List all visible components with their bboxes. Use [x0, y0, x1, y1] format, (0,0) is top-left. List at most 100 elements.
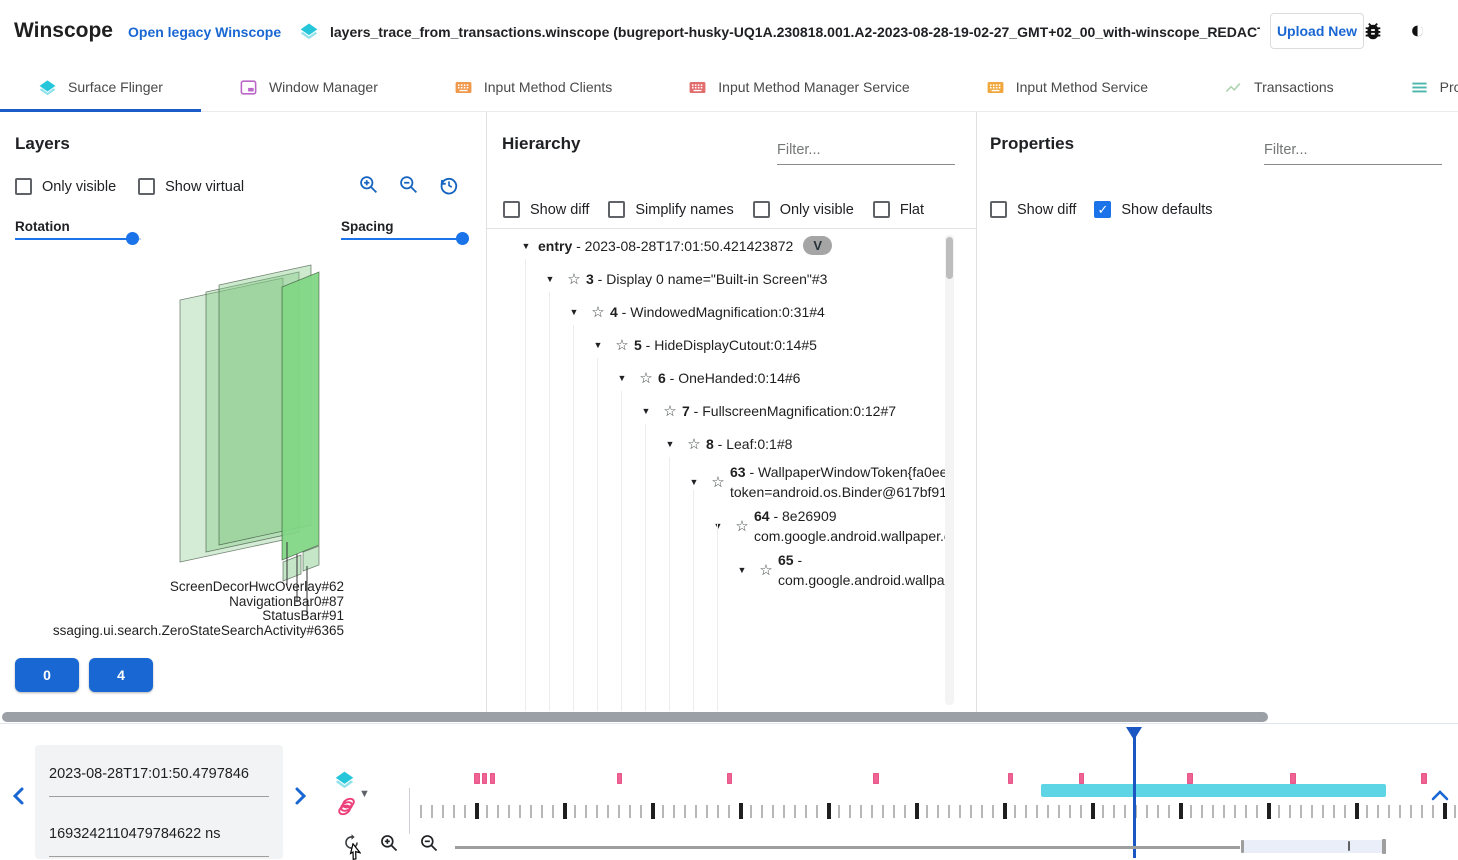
checkbox-only-visible[interactable]: Only visible	[752, 201, 854, 218]
checkbox-box[interactable]	[15, 178, 32, 195]
checkbox-only-visible[interactable]: Only visible	[15, 178, 116, 195]
tab-protolog[interactable]: ProtoLog	[1372, 62, 1458, 112]
open-legacy-link[interactable]: Open legacy Winscope	[128, 24, 282, 40]
checkbox-show-virtual[interactable]: Show virtual	[138, 178, 244, 195]
expand-arrow-icon[interactable]: ▼	[641, 405, 651, 416]
checkbox-box[interactable]	[752, 201, 770, 218]
bug-report-icon[interactable]	[1362, 20, 1384, 42]
timestamp-ns-input[interactable]: 1693242110479784622 ns	[49, 826, 269, 857]
transaction-event-marker[interactable]	[727, 773, 732, 784]
trace-coverage-bar[interactable]	[1041, 784, 1386, 797]
transaction-event-marker[interactable]	[1079, 773, 1084, 784]
zoom-in-icon[interactable]	[358, 174, 379, 195]
star-icon[interactable]: ☆	[663, 402, 677, 420]
checkbox-simplify-names[interactable]: Simplify names	[608, 201, 734, 218]
star-icon[interactable]: ☆	[639, 369, 653, 387]
expand-arrow-icon[interactable]: ▼	[706, 521, 730, 531]
tree-node-4[interactable]: ▼ ☆ 4 - WindowedMagnification:0:31#4	[487, 295, 945, 328]
expand-arrow-icon[interactable]: ▼	[521, 240, 531, 251]
prev-entry-button[interactable]	[10, 785, 28, 812]
transaction-event-marker[interactable]	[617, 773, 622, 784]
spacing-slider[interactable]	[341, 232, 469, 246]
transaction-event-marker[interactable]	[1290, 773, 1296, 784]
rotation-slider[interactable]	[15, 232, 141, 246]
star-icon[interactable]: ☆	[567, 270, 581, 288]
hierarchy-scrollbar[interactable]	[945, 235, 954, 705]
next-entry-button[interactable]	[291, 785, 309, 812]
checkbox-box[interactable]	[138, 178, 156, 195]
timeline-scrollbar[interactable]	[2, 712, 1268, 722]
timeline-zoom-out-icon[interactable]	[419, 833, 439, 853]
checkbox-flat[interactable]: Flat	[872, 201, 924, 218]
zoom-out-icon[interactable]	[398, 174, 419, 195]
surface-flinger-trace-icon[interactable]	[334, 769, 355, 795]
star-icon[interactable]: ☆	[735, 518, 749, 535]
checkbox-box[interactable]	[503, 201, 520, 218]
tab-input-method-clients[interactable]: Input Method Clients	[416, 62, 650, 112]
dark-mode-toggle-icon[interactable]: ◐	[1410, 16, 1426, 44]
star-icon[interactable]: ☆	[711, 474, 725, 491]
star-icon[interactable]: ☆	[615, 336, 629, 354]
collapse-timeline-button[interactable]	[1430, 788, 1450, 807]
checkbox-box[interactable]	[872, 201, 890, 218]
expand-arrow-icon[interactable]: ▼	[617, 372, 627, 383]
tree-node-8[interactable]: ▼ ☆ 8 - Leaf:0:1#8	[487, 427, 945, 460]
tree-node-6[interactable]: ▼ ☆ 6 - OneHanded:0:14#6	[487, 361, 945, 394]
tree-node-64[interactable]: ▼☆64 - 8e26909 com.google.android.wallpa…	[487, 504, 945, 548]
zoom-slider-track[interactable]	[455, 846, 1240, 849]
tree-node-entry[interactable]: ▼ entry - 2023-08-28T17:01:50.421423872 V	[487, 229, 945, 262]
checkbox-show-diff[interactable]: Show diff	[503, 201, 589, 218]
transaction-event-marker[interactable]	[873, 773, 879, 784]
expand-arrow-icon[interactable]: ▼	[689, 477, 699, 487]
star-icon[interactable]: ☆	[759, 562, 773, 579]
scrollbar-thumb[interactable]	[946, 237, 953, 279]
checkbox-box[interactable]: ✓	[1094, 201, 1112, 218]
checkbox-show-defaults[interactable]: ✓ Show defaults	[1094, 201, 1212, 218]
playhead-line[interactable]	[1133, 728, 1136, 858]
reset-zoom-icon[interactable]	[342, 833, 361, 852]
hierarchy-filter-input[interactable]	[777, 140, 955, 165]
tree-node-65[interactable]: ▼☆65 - com.google.android.wallpaper.effe…	[487, 548, 945, 592]
star-icon[interactable]: ☆	[591, 303, 605, 321]
tree-node-5[interactable]: ▼ ☆ 5 - HideDisplayCutout:0:14#5	[487, 328, 945, 361]
tab-surface-flinger[interactable]: Surface Flinger	[0, 62, 201, 112]
expand-arrow-icon[interactable]: ▼	[593, 339, 603, 350]
checkbox-show-diff[interactable]: Show diff	[990, 201, 1076, 218]
zoom-slider-selection[interactable]	[1243, 840, 1386, 853]
transactions-trace-icon[interactable]	[335, 795, 358, 823]
expand-arrow-icon[interactable]: ▼	[545, 273, 555, 284]
display-button-0[interactable]: 0	[15, 658, 79, 692]
tab-input-method-service[interactable]: Input Method Service	[948, 62, 1186, 112]
rotation-slider-thumb[interactable]	[126, 232, 139, 245]
transaction-event-marker[interactable]	[1008, 773, 1013, 784]
tab-input-method-manager-service[interactable]: Input Method Manager Service	[650, 62, 947, 112]
transaction-event-marker[interactable]	[490, 773, 495, 784]
zoom-slider-handle-right[interactable]	[1382, 839, 1386, 854]
zoom-slider-handle-left[interactable]	[1241, 840, 1244, 853]
transaction-event-marker[interactable]	[1421, 773, 1427, 784]
trace-dropdown-icon[interactable]: ▼	[359, 788, 370, 800]
indent-guide	[669, 457, 670, 711]
tree-node-7[interactable]: ▼ ☆ 7 - FullscreenMagnification:0:12#7	[487, 394, 945, 427]
display-button-4[interactable]: 4	[89, 658, 153, 692]
restore-view-icon[interactable]	[438, 174, 460, 196]
checkbox-box[interactable]	[990, 201, 1007, 218]
tree-node-63[interactable]: ▼ ☆ 63 - WallpaperWindowToken{fa0eef6 toke…	[487, 460, 945, 504]
star-icon[interactable]: ☆	[687, 435, 701, 453]
tree-node-3[interactable]: ▼ ☆ 3 - Display 0 name="Built-in Screen"#3	[487, 262, 945, 295]
timeline-zoom-in-icon[interactable]	[379, 833, 399, 853]
expand-arrow-icon[interactable]: ▼	[569, 306, 579, 317]
timestamp-human-input[interactable]: 2023-08-28T17:01:50.4797846	[49, 766, 269, 797]
upload-new-button[interactable]: Upload New	[1270, 13, 1364, 49]
transaction-event-marker[interactable]	[474, 773, 480, 784]
expand-arrow-icon[interactable]: ▼	[737, 565, 747, 575]
checkbox-box[interactable]	[608, 201, 626, 218]
expand-arrow-icon[interactable]: ▼	[665, 438, 675, 449]
spacing-slider-thumb[interactable]	[456, 232, 469, 245]
layers-3d-view[interactable]	[0, 252, 487, 672]
properties-filter-input[interactable]	[1264, 140, 1442, 165]
tab-transactions[interactable]: Transactions	[1186, 62, 1372, 112]
transaction-event-marker[interactable]	[1187, 773, 1193, 784]
transaction-event-marker[interactable]	[482, 773, 487, 784]
tab-window-manager[interactable]: Window Manager	[201, 62, 416, 112]
